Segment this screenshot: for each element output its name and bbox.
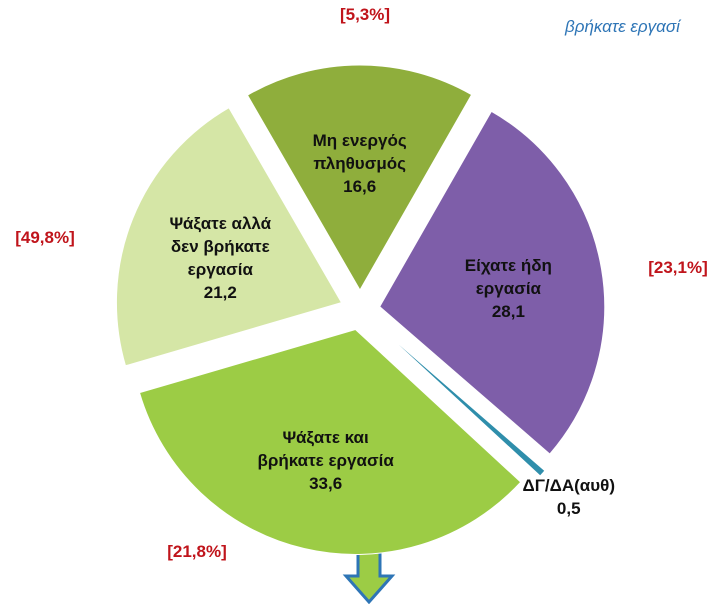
slice-value: 0,5: [556, 499, 581, 519]
slice-value: 21,2: [203, 282, 237, 302]
annotation: [21,8%]: [167, 542, 227, 561]
annotation: [49,8%]: [15, 228, 75, 247]
slice-name: Είχατε ήδη εργασία: [464, 256, 552, 299]
slice-label: ΔΓ/ΔΑ(αυθ) 0,5: [504, 438, 634, 558]
slice-label: Ψάξατε αλλά δεν βρήκατε εργασία 21,2: [160, 199, 280, 319]
slice-name: Ψάξατε αλλά δεν βρήκατε εργασία: [169, 214, 272, 279]
slice-label-box: Μη ενεργός πληθυσμός 16,6: [300, 105, 420, 225]
slice-name: Ψάξατε και βρήκατε εργασία: [257, 428, 394, 471]
slice-value: 28,1: [491, 302, 525, 322]
slice-name: Μη ενεργός πληθυσμός: [312, 131, 407, 174]
slice-label-box: Ψάξατε αλλά δεν βρήκατε εργασία 21,2: [160, 199, 280, 319]
slice-label-box: Είχατε ήδη εργασία 28,1: [433, 230, 583, 350]
down-arrow: [342, 546, 396, 604]
slice-name: ΔΓ/ΔΑ(αυθ): [522, 476, 615, 496]
pie-slice: [379, 110, 606, 455]
annotation: [5,3%]: [340, 5, 390, 24]
pie-slice: [138, 328, 522, 555]
pie-slice: [115, 107, 343, 367]
annotation: [23,1%]: [648, 258, 708, 277]
slice-value: 33,6: [309, 473, 343, 493]
note: βρήκατε εργασί: [564, 17, 682, 36]
slice-value: 16,6: [343, 176, 377, 196]
slice-label-box: ΔΓ/ΔΑ(αυθ) 0,5: [504, 438, 634, 558]
slice-label-box: Ψάξατε και βρήκατε εργασία 33,6: [251, 402, 401, 522]
pie-slice: [374, 322, 546, 477]
slice-label: Είχατε ήδη εργασία 28,1: [433, 230, 583, 350]
pie-slice: [246, 64, 473, 292]
